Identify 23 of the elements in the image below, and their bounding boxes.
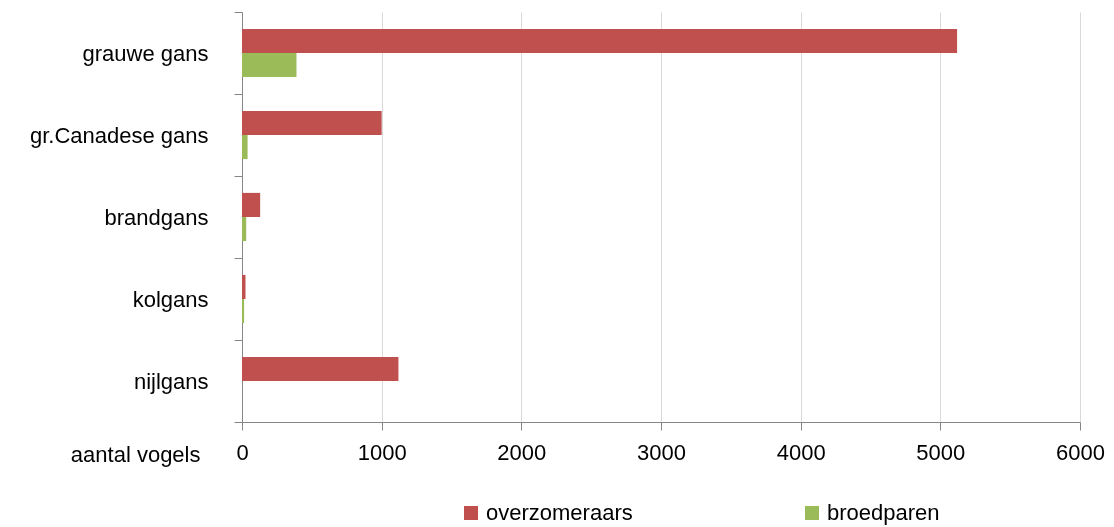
y-tick-label: gr.Canadese gans [29, 122, 209, 148]
y-tick-label: kolgans [132, 286, 209, 312]
x-tick-label: 0 [236, 439, 249, 465]
x-axis-title: aantal vogels [70, 441, 201, 467]
legend-label: overzomeraars [486, 500, 633, 525]
bar [242, 356, 399, 381]
bar [242, 135, 248, 160]
y-tick-label: brandgans [104, 204, 209, 230]
x-tick-label: 6000 [1056, 439, 1105, 465]
x-tick-label: 5000 [916, 439, 966, 465]
x-tick-label: 3000 [637, 439, 686, 465]
x-tick-label: 1000 [357, 439, 407, 465]
bar [242, 28, 958, 53]
y-tick-label: grauwe gans [82, 40, 209, 66]
bar [242, 299, 245, 324]
legend-label: broedparen [827, 500, 940, 525]
bar [242, 217, 247, 242]
y-tick-label: nijlgans [133, 368, 209, 394]
bar [242, 110, 382, 135]
x-tick-label: 4000 [776, 439, 826, 465]
bar [242, 53, 297, 78]
bar [242, 192, 261, 217]
x-tick-label: 2000 [497, 439, 547, 465]
